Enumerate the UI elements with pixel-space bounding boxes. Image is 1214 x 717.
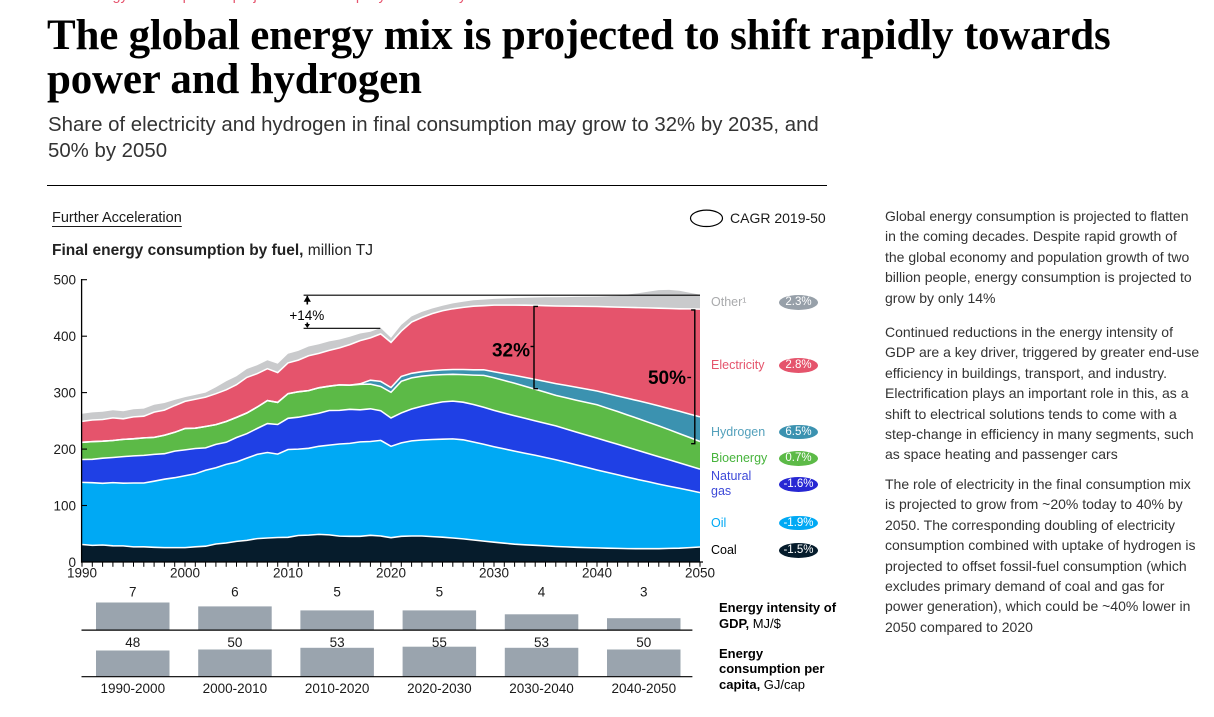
svg-text:1990-2000: 1990-2000: [101, 681, 166, 696]
svg-text:2010: 2010: [273, 566, 303, 581]
svg-text:+14%: +14%: [289, 308, 324, 323]
svg-text:2030-2040: 2030-2040: [509, 681, 574, 696]
svg-text:3: 3: [640, 585, 648, 600]
svg-text:2040: 2040: [582, 566, 612, 581]
svg-text:2000-2010: 2000-2010: [203, 681, 268, 696]
svg-text:50: 50: [227, 635, 242, 650]
svg-text:2050: 2050: [685, 566, 715, 581]
svg-text:32%: 32%: [492, 341, 530, 362]
svg-text:300: 300: [53, 386, 76, 401]
svg-text:CAGR 2019-50: CAGR 2019-50: [730, 210, 826, 226]
svg-text:2040-2050: 2040-2050: [612, 681, 677, 696]
svg-text:2020-2030: 2020-2030: [407, 681, 472, 696]
svg-text:1990: 1990: [67, 566, 97, 581]
svg-text:2020: 2020: [376, 566, 406, 581]
svg-text:2010-2020: 2010-2020: [305, 681, 370, 696]
svg-text:400: 400: [53, 329, 76, 344]
svg-text:100: 100: [53, 499, 76, 514]
svg-text:6: 6: [231, 585, 239, 600]
svg-text:5: 5: [333, 585, 341, 600]
svg-text:2000: 2000: [170, 566, 200, 581]
svg-text:4: 4: [538, 585, 546, 600]
svg-text:200: 200: [53, 442, 76, 457]
svg-text:5: 5: [436, 585, 444, 600]
svg-text:2030: 2030: [479, 566, 509, 581]
svg-text:48: 48: [125, 635, 140, 650]
svg-text:500: 500: [53, 273, 76, 288]
svg-text:50: 50: [636, 635, 651, 650]
svg-text:0: 0: [68, 555, 76, 570]
svg-text:55: 55: [432, 635, 447, 650]
svg-text:7: 7: [129, 585, 137, 600]
svg-text:50%: 50%: [648, 368, 686, 389]
svg-text:53: 53: [534, 635, 549, 650]
svg-text:53: 53: [330, 635, 345, 650]
